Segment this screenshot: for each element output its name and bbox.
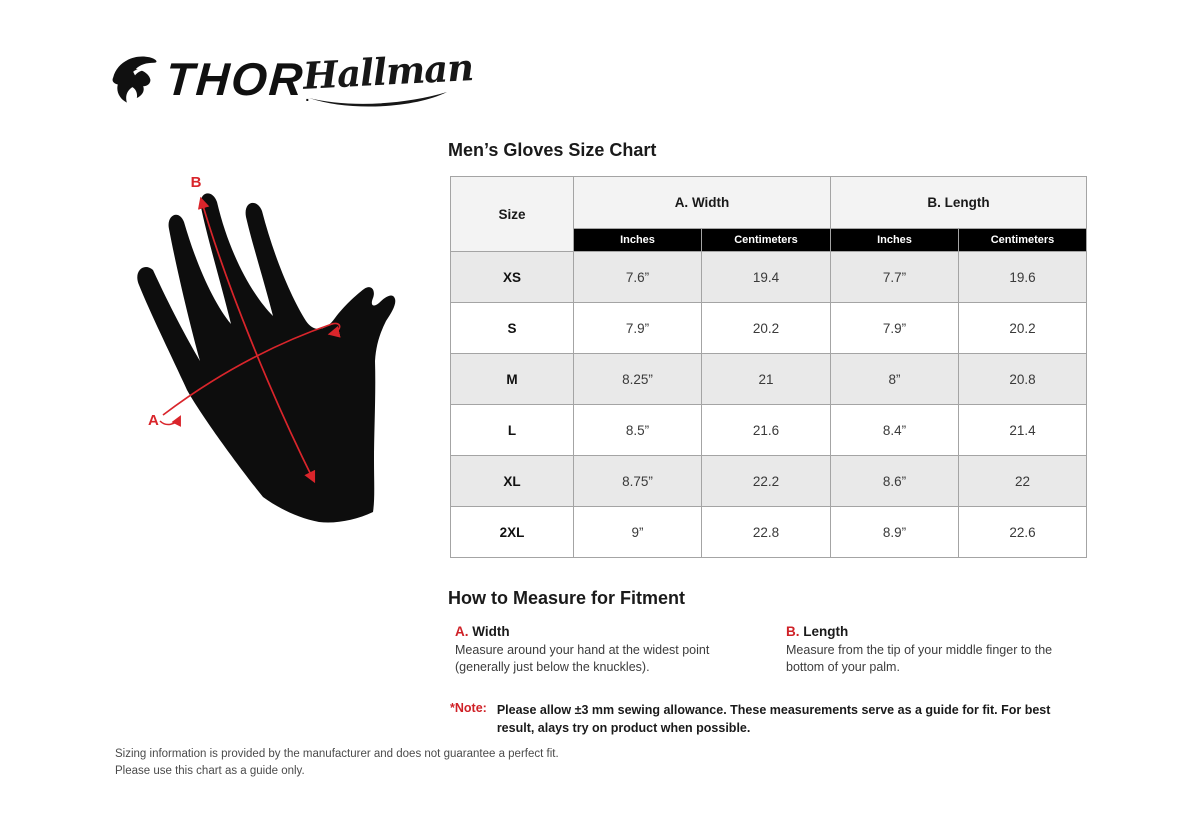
measure-width-label: A. Width: [455, 624, 751, 639]
measure-width-key: A.: [455, 624, 469, 639]
width-cm-value: 22.8: [701, 506, 831, 558]
hallman-underline-swoosh: [309, 92, 447, 107]
size-label: 2XL: [450, 506, 574, 558]
size-label: M: [450, 353, 574, 405]
measure-instruction-length: B. Length Measure from the tip of your m…: [786, 624, 1078, 677]
measure-width-name: Width: [472, 624, 510, 639]
thor-wordmark: THOR: [164, 53, 307, 105]
measure-length-label: B. Length: [786, 624, 1078, 639]
thor-goat-icon: [112, 56, 157, 103]
length-cm-value: 22.6: [958, 506, 1087, 558]
glove-diagram-svg: B A: [137, 174, 396, 523]
width-cm-value: 19.4: [701, 251, 831, 303]
length-inches-value: 7.9”: [830, 302, 959, 354]
size-label: XL: [450, 455, 574, 507]
col-header-size: Size: [450, 176, 574, 252]
width-cm-value: 22.2: [701, 455, 831, 507]
table-row-xl: XL 8.75” 22.2 8.6” 22: [450, 455, 1087, 507]
subheader-length-centimeters: Centimeters: [958, 228, 1087, 252]
length-cm-value: 20.2: [958, 302, 1087, 354]
table-row-m: M 8.25” 21 8” 20.8: [450, 353, 1087, 405]
diagram-label-b: B: [191, 174, 202, 191]
width-measurement-arrow: [162, 322, 341, 416]
length-inches-value: 8”: [830, 353, 959, 405]
width-arrow-start-hook: [159, 415, 181, 427]
width-inches-value: 7.6”: [573, 251, 702, 303]
disclaimer-line-2: Please use this chart as a guide only.: [115, 765, 305, 778]
disclaimer-line-1: Sizing information is provided by the ma…: [115, 748, 559, 760]
measure-length-name: Length: [803, 624, 849, 639]
size-chart-table: Size A. Width B. Length Inches Centimete…: [450, 176, 1087, 558]
length-cm-value: 22: [958, 455, 1087, 507]
table-row-xs: XS 7.6” 19.4 7.7” 19.6: [450, 251, 1087, 303]
length-cm-value: 21.4: [958, 404, 1087, 456]
length-cm-value: 19.6: [958, 251, 1087, 303]
subheader-width-inches: Inches: [573, 228, 702, 252]
length-cm-value: 20.8: [958, 353, 1087, 405]
note-label: *Note:: [450, 701, 487, 715]
sizing-note: *Note: Please allow ±3 mm sewing allowan…: [450, 701, 1095, 737]
length-inches-value: 7.7”: [830, 251, 959, 303]
width-cm-value: 21: [701, 353, 831, 405]
table-row-l: L 8.5” 21.6 8.4” 21.4: [450, 404, 1087, 456]
footer-disclaimer: Sizing information is provided by the ma…: [115, 746, 559, 781]
measure-length-key: B.: [786, 624, 800, 639]
measure-length-description: Measure from the tip of your middle fing…: [786, 643, 1053, 675]
measure-width-description: Measure around your hand at the widest p…: [455, 643, 710, 675]
length-measurement-arrow: [197, 196, 316, 484]
col-header-length: B. Length: [830, 176, 1087, 229]
length-inches-value: 8.9”: [830, 506, 959, 558]
width-inches-value: 7.9”: [573, 302, 702, 354]
diagram-label-a: A: [148, 412, 159, 429]
width-cm-value: 21.6: [701, 404, 831, 456]
measure-instruction-width: A. Width Measure around your hand at the…: [455, 624, 751, 677]
size-chart-title: Men’s Gloves Size Chart: [448, 140, 657, 160]
length-inches-value: 8.6”: [830, 455, 959, 507]
subheader-length-inches: Inches: [830, 228, 959, 252]
col-header-width: A. Width: [573, 176, 831, 229]
size-label: XS: [450, 251, 574, 303]
width-inches-value: 9”: [573, 506, 702, 558]
width-cm-value: 20.2: [701, 302, 831, 354]
table-row-s: S 7.9” 20.2 7.9” 20.2: [450, 302, 1087, 354]
note-text: Please allow ±3 mm sewing allowance. The…: [496, 703, 1051, 736]
thor-logo: THOR .: [106, 48, 309, 110]
hallman-logo: Hallman: [302, 45, 474, 112]
subheader-width-centimeters: Centimeters: [701, 228, 831, 252]
hand-silhouette: [137, 193, 396, 523]
length-inches-value: 8.4”: [830, 404, 959, 456]
how-to-measure-title: How to Measure for Fitment: [448, 588, 686, 608]
glove-measurement-diagram: B A: [130, 165, 420, 565]
width-inches-value: 8.75”: [573, 455, 702, 507]
width-inches-value: 8.5”: [573, 404, 702, 456]
width-inches-value: 8.25”: [573, 353, 702, 405]
thor-trademark-dot: .: [305, 88, 310, 104]
size-label: S: [450, 302, 574, 354]
size-label: L: [450, 404, 574, 456]
table-row-2xl: 2XL 9” 22.8 8.9” 22.6: [450, 506, 1087, 558]
